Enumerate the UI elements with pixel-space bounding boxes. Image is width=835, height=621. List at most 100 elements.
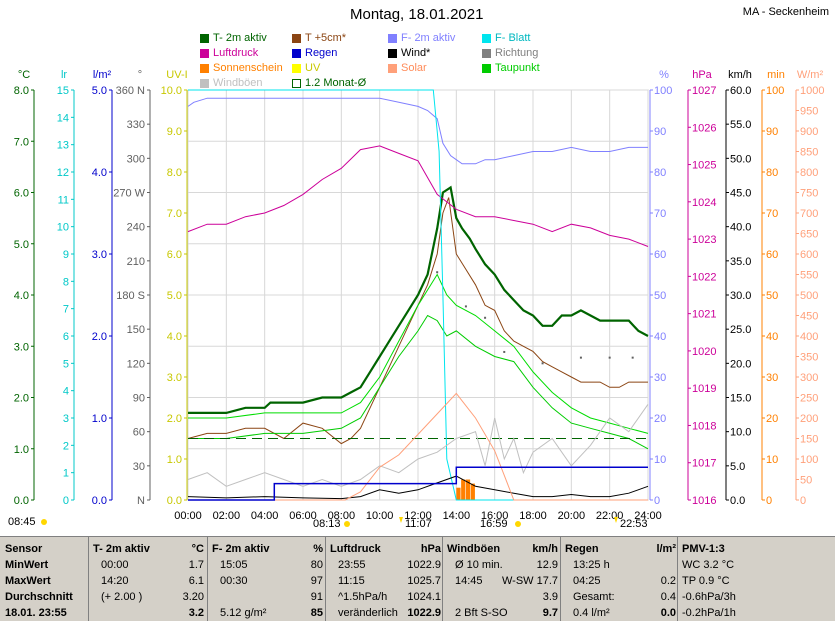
legend-item: Wind* [388,46,430,60]
event-sunrise-time: 08:45 [8,516,36,528]
sunshine-bar [465,479,471,500]
radiation-tick-label: 7 [63,304,69,316]
solar-tick-label: 100 [800,454,818,466]
direction-tick-label: 120 [127,358,145,370]
wind-tick-label: 5.0 [730,461,745,473]
table-cell-value: 97 [310,575,323,587]
legend-label: T- 2m aktiv [213,32,267,44]
chart-svg: 00:00 02:00 04:00 06:00 08:00 10:00 12:00 14:00… [8,69,824,530]
solar-tick-label: 750 [800,188,818,200]
solar-tick-label: 950 [800,106,818,118]
legend-label: Windböen [213,77,263,89]
humidity-tick-label: 10 [654,454,666,466]
table-cell-time: veränderlich [338,607,398,619]
uv-tick-label: 7.0 [167,208,182,220]
table-row-label: -0.2hPa/1h [682,607,736,619]
table-cell-value: 3.20 [182,591,204,603]
legend-swatch [292,78,301,88]
temp-tick-label: 2.0 [14,393,29,405]
table-column-divider [88,537,89,621]
table-cell-value: 85 [310,607,323,619]
table-cell-time: 15:05 [220,559,248,571]
event-sunset-time: 16:59 [480,518,508,530]
wind-tick-label: 20.0 [730,358,751,370]
radiation-tick-label: 10 [57,222,69,234]
legend-item: Sonnenschein [200,61,283,75]
legend-item: Regen [292,46,337,60]
radiation-tick-label: 8 [63,276,69,288]
table-column-header: T- 2m aktiv [93,543,150,555]
wind-direction-point [608,356,611,359]
solar-tick-label: 400 [800,331,818,343]
direction-tick-label: 30 [133,461,145,473]
wind-tick-label: 60.0 [730,85,751,97]
table-row-label: MaxWert [5,575,51,587]
wind-direction-point [631,356,634,359]
temp-tick-label: 4.0 [14,290,29,302]
series-line-taupunkt [188,314,649,450]
temp-tick-label: 1.0 [14,444,29,456]
uv-tick-label: 10.0 [161,85,182,97]
solar-tick-label: 850 [800,147,818,159]
x-tick-label: 08:00 [328,510,356,522]
solar-tick-label: 1000 [800,85,824,97]
wind-direction-point [579,356,582,359]
humidity-tick-label: 70 [654,208,666,220]
table-cell-value: 3.9 [542,591,558,603]
temp-tick-label: 8.0 [14,85,29,97]
legend-swatch [388,63,397,73]
sunshine-bar [461,479,466,500]
legend-label: Luftdruck [213,47,259,59]
temp-tick-label: 0.0 [14,495,29,507]
sunshine-tick-label: 60 [766,249,778,261]
table-cell-time: 14:45 [455,575,483,587]
table-column-divider [560,537,561,621]
x-tick-label: 20:00 [558,510,586,522]
series-line-regen [188,466,648,501]
table-column-unit: l/m² [656,543,676,555]
table-cell-value: 1025.7 [407,575,441,587]
table-row-label: -0.6hPa/3h [682,591,736,603]
series-line-t-2m-aktiv [188,185,649,414]
uv-tick-label: 8.0 [167,167,182,179]
rain-unit-label: l/m² [93,69,112,81]
table-cell-value: 0.4 [660,591,676,603]
sunshine-bar [470,483,475,500]
legend-label: F- Blatt [495,32,531,44]
solar-tick-label: 800 [800,167,818,179]
x-tick-label: 02:00 [213,510,241,522]
legend-item: F- Blatt [482,31,530,45]
wind-tick-label: 10.0 [730,427,751,439]
table-cell-time: 2 Bft S-SO [455,607,508,619]
table-cell-time: (+ 2.00 ) [101,591,143,603]
direction-tick-label: 330 [127,119,145,131]
chart-title: Montag, 18.01.2021 [350,6,484,23]
pressure-tick-label: 1024 [692,197,716,209]
table-cell-time: 04:25 [573,575,601,587]
legend-item: T +5cm* [292,31,346,45]
x-tick-label: 12:00 [404,510,432,522]
radiation-unit-label: lr [61,69,67,81]
wind-tick-label: 25.0 [730,324,751,336]
humidity-tick-label: 90 [654,126,666,138]
table-cell-value: W-SW 17.7 [501,575,558,587]
temp-tick-label: 7.0 [14,136,29,148]
table-cell-time: Ø 10 min. [455,559,503,571]
wind-tick-label: 45.0 [730,188,751,200]
table-column-divider [442,537,443,621]
pressure-tick-label: 1025 [692,160,716,172]
legend-swatch [292,33,301,43]
table-row-label: MinWert [5,559,49,571]
x-tick-label: 16:00 [481,510,509,522]
event-sun-high-time: 11:07 [405,518,432,530]
solar-tick-label: 900 [800,126,818,138]
legend-item: Taupunkt [482,61,540,75]
radiation-tick-label: 5 [63,358,69,370]
table-column-divider [325,537,326,621]
series-line-windb-en [187,404,649,487]
wind-direction-point [541,362,544,365]
table-column-header: F- 2m aktiv [212,543,270,555]
humidity-tick-label: 0 [654,495,660,507]
legend-swatch [482,33,491,43]
table-row-label: TP 0.9 °C [682,575,730,587]
